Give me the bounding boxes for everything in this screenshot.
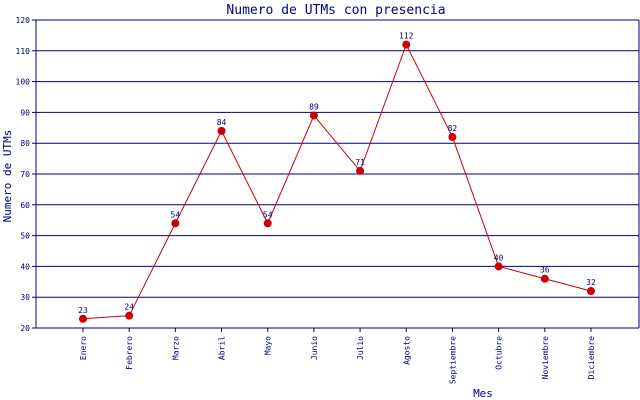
x-tick-label: Junio: [310, 336, 319, 360]
data-point: [540, 274, 549, 283]
data-label: 112: [399, 32, 414, 41]
data-label: 89: [309, 102, 319, 111]
data-label: 54: [263, 210, 273, 219]
y-tick-label: 50: [20, 232, 30, 241]
y-tick-label: 100: [16, 78, 31, 87]
data-label: 40: [494, 253, 504, 262]
data-points: [79, 40, 595, 323]
x-tick-label: Enero: [79, 336, 88, 360]
data-point: [263, 219, 272, 228]
grid-lines: [36, 19, 639, 329]
y-tick-label: 120: [16, 16, 31, 25]
x-tick-labels: Enero Febrero Marzo Abril Mayo Junio Julio Agos…: [79, 328, 596, 384]
data-point: [402, 40, 411, 49]
data-point: [494, 262, 503, 271]
y-tick-labels: 20 30 40 50 60 70 80 90 100 110 120: [16, 16, 36, 333]
x-tick-label: Julio: [356, 336, 365, 360]
y-tick-label: 80: [20, 139, 30, 148]
y-tick-label: 70: [20, 170, 30, 179]
y-axis-label: Numero de UTMs: [1, 130, 14, 223]
x-tick-label: Marzo: [171, 336, 180, 360]
data-label: 54: [171, 210, 181, 219]
x-tick-label: Abril: [218, 336, 227, 360]
data-point: [217, 126, 226, 135]
x-tick-label: Mayo: [264, 336, 273, 355]
y-tick-label: 90: [20, 108, 30, 117]
data-point: [125, 311, 134, 320]
y-tick-label: 110: [16, 47, 31, 56]
series-line-path: [82, 43, 592, 320]
data-label: 82: [448, 124, 458, 133]
x-tick-label: Octubre: [495, 336, 504, 370]
data-point: [448, 133, 457, 142]
data-label: 36: [540, 266, 550, 275]
data-point: [309, 111, 318, 120]
data-label: 32: [586, 278, 596, 287]
x-tick-label: Febrero: [125, 336, 134, 370]
data-label: 24: [124, 303, 134, 312]
y-tick-label: 20: [20, 324, 30, 333]
data-point: [356, 166, 365, 175]
x-tick-label: Septiembre: [448, 336, 457, 384]
y-tick-label: 40: [20, 262, 30, 271]
data-label: 23: [78, 306, 88, 315]
data-label: 71: [355, 158, 365, 167]
data-labels: 23 24 54 84 54 89 71 112 82 40 36 32: [78, 32, 596, 315]
data-point: [79, 314, 87, 323]
y-tick-label: 30: [20, 293, 30, 302]
series-line: [82, 43, 592, 320]
x-axis-label: Mes: [473, 387, 493, 400]
x-tick-label: Noviembre: [541, 336, 550, 380]
data-label: 84: [217, 118, 227, 127]
x-tick-label: Agosto: [402, 336, 411, 365]
x-tick-label: Diciembre: [587, 336, 596, 380]
data-point: [586, 287, 595, 296]
chart-title: Numero de UTMs con presencia: [226, 3, 445, 18]
y-tick-label: 60: [20, 201, 30, 210]
data-point: [171, 219, 180, 228]
